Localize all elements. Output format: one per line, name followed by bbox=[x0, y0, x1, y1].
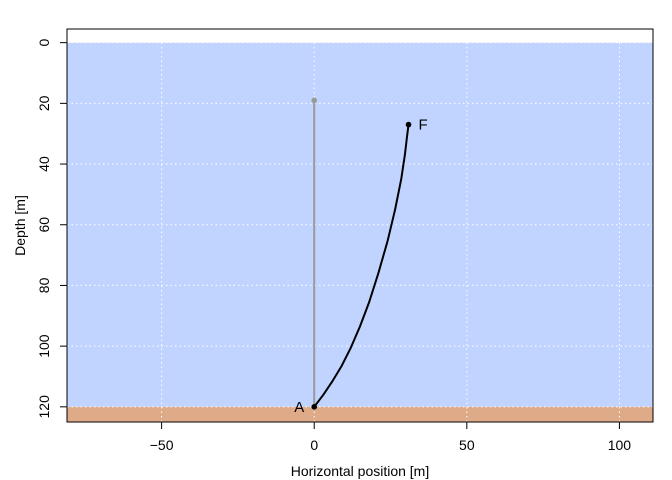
x-tick-label: 50 bbox=[459, 437, 475, 453]
y-tick-label: 120 bbox=[36, 395, 52, 419]
deflected-line-endpoint bbox=[405, 121, 412, 128]
series-layer bbox=[311, 97, 412, 410]
x-tick-label: −50 bbox=[150, 437, 174, 453]
x-tick-label: 100 bbox=[608, 437, 632, 453]
y-tick-label: 100 bbox=[36, 334, 52, 358]
point-label-f: F bbox=[419, 117, 428, 134]
grid-lines bbox=[67, 29, 653, 422]
deflected-line-endpoint bbox=[311, 404, 318, 410]
y-tick-label: 40 bbox=[36, 156, 52, 172]
y-tick-label: 80 bbox=[36, 277, 52, 293]
y-tick-label: 60 bbox=[36, 217, 52, 233]
seabed-region bbox=[67, 406, 653, 422]
y-axis-title: Depth [m] bbox=[12, 195, 28, 256]
x-tick-label: 0 bbox=[310, 437, 318, 453]
y-tick-label: 0 bbox=[36, 39, 52, 47]
deflected-line-line bbox=[313, 123, 410, 408]
y-tick-label: 20 bbox=[36, 95, 52, 111]
point-label-a: A bbox=[294, 399, 304, 416]
vertical-reference-endpoint bbox=[311, 97, 318, 104]
point-labels: AF bbox=[294, 117, 427, 416]
axes: −50 0 50 100 0 20 40 60 80 100 120 bbox=[36, 39, 631, 453]
x-axis-title: Horizontal position [m] bbox=[291, 463, 430, 479]
